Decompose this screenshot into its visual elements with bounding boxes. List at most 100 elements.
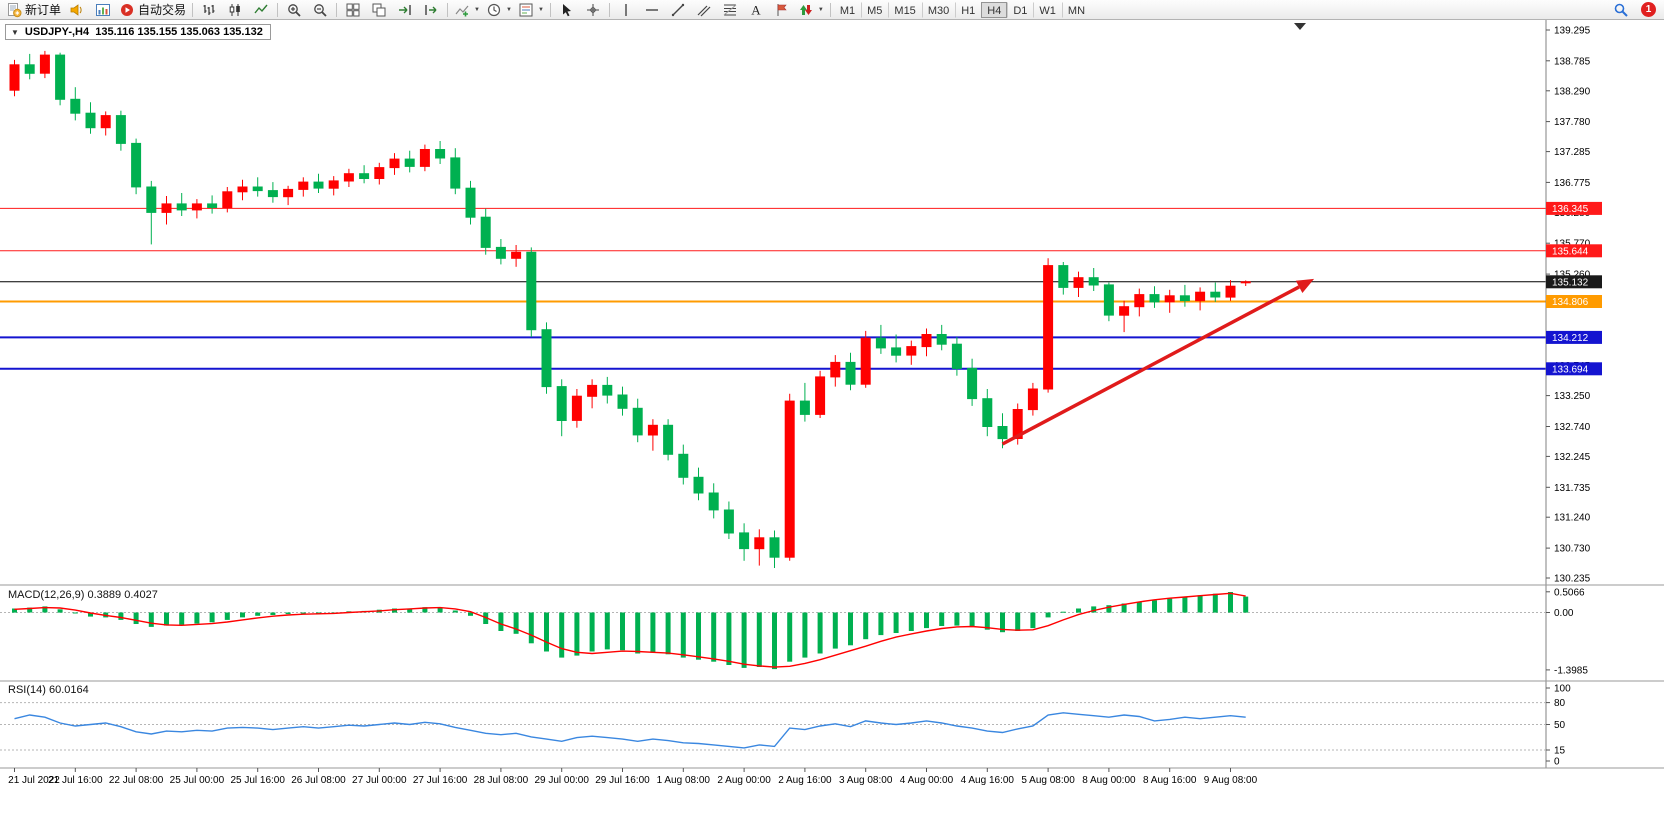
new-order-button[interactable]: 新订单 [3,0,64,20]
timeframe-mn[interactable]: MN [1061,1,1091,18]
svg-text:135.132: 135.132 [1552,277,1589,288]
dropdown-caret-icon: ▼ [817,6,824,13]
svg-text:100: 100 [1554,684,1571,695]
auto-scroll-button[interactable] [392,0,418,20]
equidistant-channel-button[interactable] [691,0,717,20]
timeframe-m15[interactable]: M15 [888,1,921,18]
svg-text:8 Aug 00:00: 8 Aug 00:00 [1082,775,1136,786]
timeframe-h4[interactable]: H4 [981,1,1008,18]
svg-text:21 Jul 16:00: 21 Jul 16:00 [48,775,103,786]
svg-text:25 Jul 00:00: 25 Jul 00:00 [170,775,225,786]
timeframe-m1[interactable]: M1 [839,4,856,17]
svg-text:29 Jul 00:00: 29 Jul 00:00 [534,775,589,786]
svg-text:15: 15 [1554,746,1566,757]
svg-text:25 Jul 16:00: 25 Jul 16:00 [230,775,285,786]
timeframe-m30[interactable]: M30 [921,1,955,18]
chart-title: ▼ USDJPY-,H4 135.116 135.155 135.063 135… [5,24,271,40]
autotrading-button[interactable]: 自动交易 [116,0,189,20]
candlestick-icon [227,2,243,18]
price-badge: 135.132 [1546,275,1602,289]
macd-main-value: 0.3889 [87,589,122,601]
toolbar-separator [447,2,449,17]
svg-text:134.806: 134.806 [1552,297,1589,308]
templates-icon [518,2,534,18]
macd-panel-surface[interactable] [0,585,1546,681]
svg-text:133.694: 133.694 [1552,364,1589,375]
toolbar-separator [549,2,551,17]
dropdown-caret-icon: ▼ [505,6,512,13]
bar-chart-button[interactable] [196,0,222,20]
svg-text:2 Aug 16:00: 2 Aug 16:00 [778,775,832,786]
channel-icon [696,2,712,18]
price-badge: 136.345 [1546,201,1602,215]
candlestick-chart-button[interactable] [222,0,248,20]
text-button[interactable]: A [743,0,769,20]
horizontal-line-button[interactable] [639,0,665,20]
alerts-button[interactable] [64,0,90,20]
trendline-button[interactable] [665,0,691,20]
text-label-button[interactable] [769,0,795,20]
svg-text:136.775: 136.775 [1554,178,1591,189]
fibonacci-button[interactable] [717,0,743,20]
crosshair-button[interactable] [580,0,606,20]
svg-text:135.644: 135.644 [1552,246,1589,257]
toolbar-right-cluster: 1 [1608,0,1661,20]
timeframe-w1[interactable]: W1 [1033,1,1062,18]
line-chart-icon [253,2,269,18]
svg-text:21 Jul 2022: 21 Jul 2022 [8,775,60,786]
svg-text:131.240: 131.240 [1554,513,1591,524]
dropdown-caret-icon: ▼ [474,6,480,13]
rsi-name: RSI(14) [8,684,46,696]
search-button[interactable] [1608,0,1634,20]
macd-indicator-label: MACD(12,26,9) 0.3889 0.4027 [8,589,158,601]
chart-shift-icon [423,2,439,18]
toolbar: 新订单 自动交易 ▼ ▼ ▼ A ▼ M1 M5 M15 M30 H1 H4 D1 W1 MN 1 [0,0,1664,20]
indicators-button[interactable]: ▼ [451,0,483,20]
svg-text:28 Jul 08:00: 28 Jul 08:00 [474,775,529,786]
arrows-button[interactable]: ▼ [795,0,827,20]
zoom-out-button[interactable] [307,0,333,20]
periods-icon [486,2,502,18]
collapse-triangle-icon[interactable]: ▼ [11,27,19,37]
svg-text:138.785: 138.785 [1554,56,1591,67]
vertical-line-button[interactable] [613,0,639,20]
new-order-icon [6,2,22,18]
chart-shift-button[interactable] [418,0,444,20]
timeframe-m5[interactable]: M5 [861,1,888,18]
timeframe-h1[interactable]: H1 [955,1,981,18]
zoom-in-button[interactable] [281,0,307,20]
periods-button[interactable]: ▼ [483,0,515,20]
templates-button[interactable]: ▼ [515,0,547,20]
tile-windows-button[interactable] [340,0,366,20]
cascade-windows-button[interactable] [366,0,392,20]
cascade-icon [371,2,387,18]
chart-shift-marker-icon[interactable] [1294,23,1306,30]
line-chart-button[interactable] [248,0,274,20]
market-watch-button[interactable] [90,0,116,20]
timeframe-d1[interactable]: D1 [1007,1,1033,18]
price-badge: 134.212 [1546,330,1602,344]
price-axis[interactable] [1546,20,1664,768]
macd-name: MACD(12,26,9) [8,589,85,601]
time-axis[interactable] [0,768,1664,792]
trend-arrow[interactable] [1001,278,1315,446]
fibonacci-icon [722,2,738,18]
svg-text:8 Aug 16:00: 8 Aug 16:00 [1143,775,1197,786]
svg-text:137.780: 137.780 [1554,117,1591,128]
svg-text:132.245: 132.245 [1554,452,1591,463]
cursor-button[interactable] [554,0,580,20]
svg-text:139.295: 139.295 [1554,26,1591,37]
autotrading-button-label: 自动交易 [138,3,187,17]
main-chart-surface[interactable] [0,20,1546,585]
notification-badge[interactable]: 1 [1641,2,1656,17]
svg-text:5 Aug 08:00: 5 Aug 08:00 [1021,775,1075,786]
rsi-indicator-label: RSI(14) 60.0164 [8,684,89,696]
svg-text:2 Aug 00:00: 2 Aug 00:00 [717,775,771,786]
svg-text:9 Aug 08:00: 9 Aug 08:00 [1204,775,1258,786]
text-icon: A [748,2,764,18]
zoom-out-icon [312,2,328,18]
rsi-panel-surface[interactable] [0,681,1546,768]
svg-text:0.5066: 0.5066 [1554,587,1585,598]
svg-text:132.740: 132.740 [1554,422,1591,433]
